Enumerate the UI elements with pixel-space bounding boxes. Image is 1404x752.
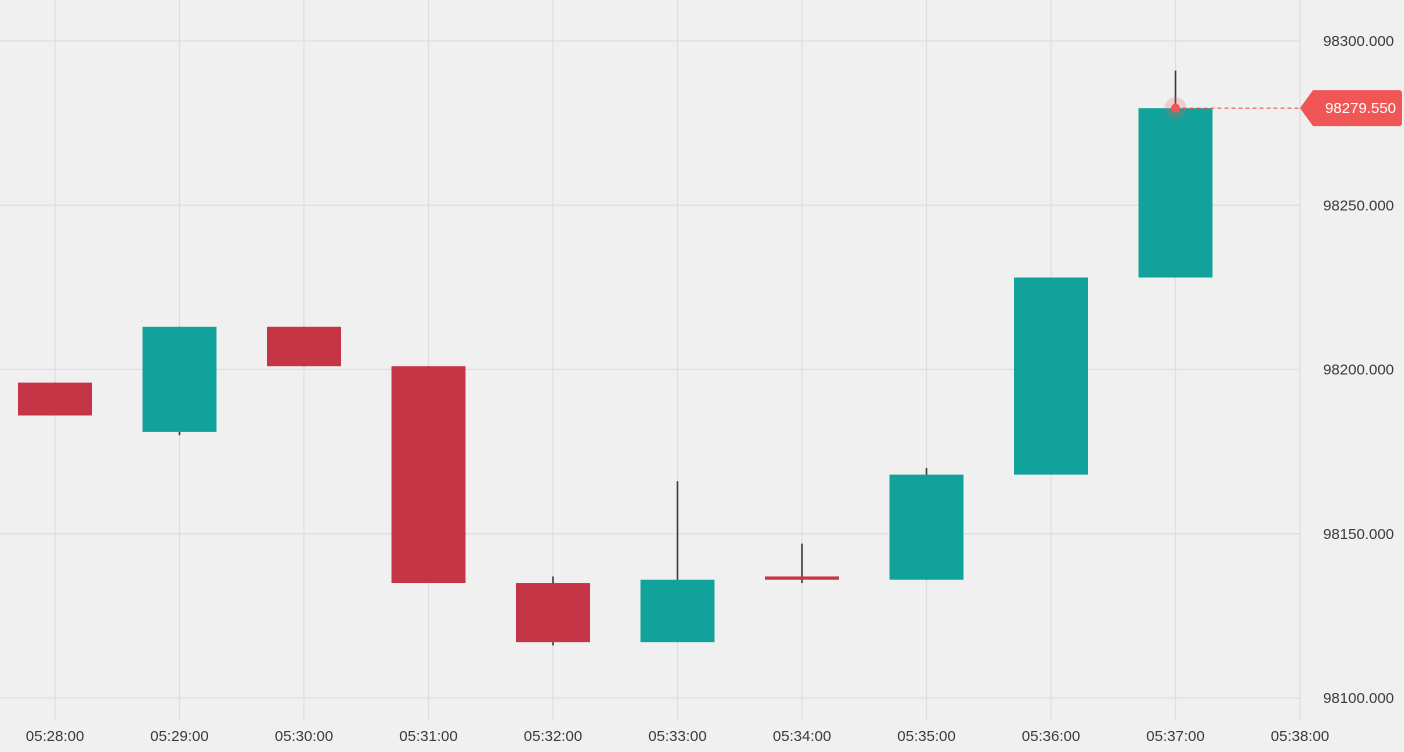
x-tick-label: 05:30:00 <box>275 728 333 745</box>
axes: 05:28:00 05:29:00 05:30:00 05:31:00 05:32:00… <box>26 33 1394 745</box>
candle-05:29:00[interactable] <box>142 326 217 436</box>
candle-body <box>640 579 715 643</box>
x-tick-label: 05:32:00 <box>524 728 582 745</box>
x-tick-label: 05:37:00 <box>1146 728 1204 745</box>
candles <box>18 70 1213 646</box>
candle-05:30:00[interactable] <box>267 326 341 367</box>
candle-05:31:00[interactable] <box>391 366 466 584</box>
y-tick-label: 98300.000 <box>1323 33 1394 50</box>
y-tick-label: 98200.000 <box>1323 362 1394 379</box>
candle-05:33:00[interactable] <box>640 481 715 643</box>
x-tick-label: 05:28:00 <box>26 728 84 745</box>
x-tick-label: 05:35:00 <box>897 728 955 745</box>
last-price-marker: 98279.550 <box>1164 90 1402 127</box>
candle-body <box>391 366 466 584</box>
candle-05:36:00[interactable] <box>1014 277 1088 475</box>
candle-body <box>1138 108 1213 278</box>
last-price-tag <box>1300 90 1402 127</box>
candle-05:35:00[interactable] <box>889 468 964 580</box>
y-tick-label: 98250.000 <box>1323 197 1394 214</box>
last-price-dot <box>1171 103 1180 113</box>
candle-05:28:00[interactable] <box>18 382 92 416</box>
x-tick-label: 05:33:00 <box>648 728 706 745</box>
x-tick-label: 05:38:00 <box>1271 728 1329 745</box>
candle-body <box>18 382 92 416</box>
candle-05:34:00[interactable] <box>765 543 839 584</box>
x-tick-label: 05:34:00 <box>773 728 831 745</box>
y-tick-label: 98100.000 <box>1323 690 1394 707</box>
x-tick-label: 05:29:00 <box>150 728 208 745</box>
x-tick-label: 05:36:00 <box>1022 728 1080 745</box>
x-tick-label: 05:31:00 <box>399 728 457 745</box>
candle-body <box>889 474 964 580</box>
y-tick-label: 98150.000 <box>1323 526 1394 543</box>
candle-body <box>142 326 217 432</box>
candle-body <box>1014 277 1088 475</box>
candle-body <box>765 576 839 580</box>
candle-body <box>516 583 590 643</box>
last-price-label: 98279.550 <box>1325 100 1396 117</box>
candle-body <box>267 326 341 367</box>
candle-05:32:00[interactable] <box>516 576 590 646</box>
